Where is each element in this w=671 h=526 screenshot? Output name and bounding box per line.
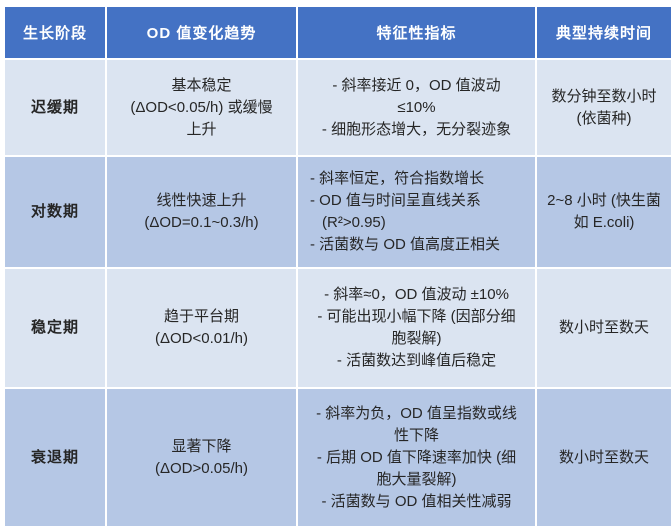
- indicator-item: - 细胞形态增大，无分裂迹象: [321, 120, 512, 138]
- duration-cell: 2~8 小时 (快生菌如 E.coli): [535, 155, 671, 269]
- header-row: 生长阶段 OD 值变化趋势 特征性指标 典型持续时间: [3, 5, 671, 60]
- trend-main: 趋于平台期: [163, 308, 239, 325]
- table-row-lag-phase: 迟缓期 基本稳定 (ΔOD<0.05/h) 或缓慢上升 - 斜率接近 0，OD …: [3, 58, 671, 157]
- table-row-decline-phase: 衰退期 显著下降 (ΔOD>0.05/h) - 斜率为负，OD 值呈指数或线性下…: [3, 387, 671, 526]
- indicators-cell: - 斜率恒定，符合指数增长 - OD 值与时间呈直线关系 (R²>0.95) -…: [296, 155, 537, 269]
- trend-detail: (ΔOD=0.1~0.3/h): [144, 214, 259, 231]
- trend-cell: 显著下降 (ΔOD>0.05/h): [105, 387, 298, 526]
- indicator-item: - 斜率为负，OD 值呈指数或线性下降: [316, 404, 517, 444]
- growth-phase-table: 生长阶段 OD 值变化趋势 特征性指标 典型持续时间 迟缓期 基本稳定 (ΔOD…: [3, 5, 671, 526]
- indicator-item: - 斜率恒定，符合指数增长: [310, 170, 485, 187]
- col-header-phase: 生长阶段: [3, 5, 107, 60]
- indicators-cell: - 斜率接近 0，OD 值波动 ≤10% - 细胞形态增大，无分裂迹象: [296, 58, 537, 157]
- indicators-cell: - 斜率≈0，OD 值波动 ±10% - 可能出现小幅下降 (因部分细胞裂解) …: [296, 267, 537, 389]
- indicator-item: - 后期 OD 值下降速率加快 (细胞大量裂解): [316, 448, 517, 488]
- indicator-item: - 斜率接近 0，OD 值波动 ≤10%: [332, 76, 501, 116]
- col-header-duration: 典型持续时间: [535, 5, 671, 60]
- trend-cell: 基本稳定 (ΔOD<0.05/h) 或缓慢上升: [105, 58, 298, 157]
- trend-detail: (ΔOD<0.05/h) 或缓慢上升: [130, 98, 273, 138]
- trend-main: 线性快速上升: [156, 192, 247, 209]
- indicators-cell: - 斜率为负，OD 值呈指数或线性下降 - 后期 OD 值下降速率加快 (细胞大…: [296, 387, 537, 526]
- phase-cell: 对数期: [3, 155, 107, 269]
- trend-main: 显著下降: [171, 437, 232, 455]
- phase-cell: 衰退期: [3, 387, 107, 526]
- phase-cell: 迟缓期: [3, 58, 107, 157]
- duration-cell: 数分钟至数小时 (依菌种): [535, 58, 671, 157]
- trend-main: 基本稳定: [171, 76, 232, 94]
- trend-detail: (ΔOD>0.05/h): [155, 459, 248, 477]
- indicator-item: - OD 值与时间呈直线关系 (R²>0.95): [310, 192, 481, 231]
- col-header-indicators: 特征性指标: [296, 5, 537, 60]
- indicator-item: - 活菌数与 OD 值相关性减弱: [321, 492, 512, 510]
- indicator-item: - 可能出现小幅下降 (因部分细胞裂解): [317, 308, 516, 347]
- indicator-item: - 活菌数与 OD 值高度正相关: [310, 236, 500, 253]
- trend-cell: 趋于平台期 (ΔOD<0.01/h): [105, 267, 298, 389]
- phase-cell: 稳定期: [3, 267, 107, 389]
- duration-cell: 数小时至数天: [535, 267, 671, 389]
- table-row-log-phase: 对数期 线性快速上升 (ΔOD=0.1~0.3/h) - 斜率恒定，符合指数增长…: [3, 155, 671, 269]
- trend-detail: (ΔOD<0.01/h): [155, 330, 248, 347]
- col-header-od-trend: OD 值变化趋势: [105, 5, 298, 60]
- table-row-stationary-phase: 稳定期 趋于平台期 (ΔOD<0.01/h) - 斜率≈0，OD 值波动 ±10…: [3, 267, 671, 389]
- indicator-item: - 斜率≈0，OD 值波动 ±10%: [324, 286, 509, 303]
- duration-cell: 数小时至数天: [535, 387, 671, 526]
- trend-cell: 线性快速上升 (ΔOD=0.1~0.3/h): [105, 155, 298, 269]
- indicator-item: - 活菌数达到峰值后稳定: [336, 352, 497, 369]
